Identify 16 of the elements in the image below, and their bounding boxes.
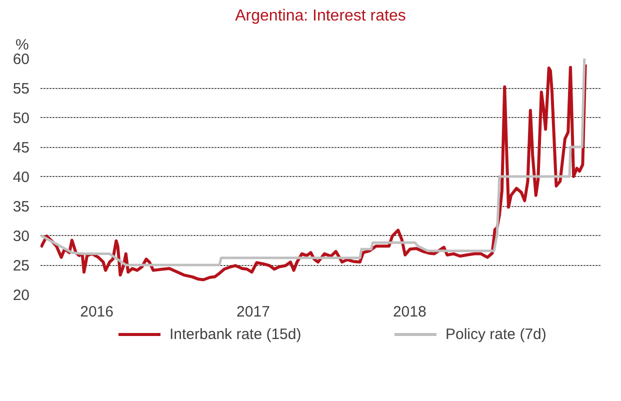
y-tick-label: 50 (12, 110, 30, 127)
x-tick-label: 2016 (80, 304, 114, 320)
y-tick-label: 35 (12, 198, 30, 216)
x-tick-label: 2017 (236, 304, 270, 320)
y-tick-label: 55 (12, 80, 30, 98)
y-tick-label: 40 (12, 169, 30, 186)
chart-title: Argentina: Interest rates (235, 8, 406, 24)
y-tick-label: 20 (12, 287, 30, 304)
y-tick-label: 25 (12, 258, 30, 274)
legend-label: Interbank rate (15d) (170, 326, 302, 343)
x-tick-label: 2018 (392, 304, 426, 320)
y-tick-label: 60 (12, 51, 30, 68)
y-tick-label: 45 (12, 140, 30, 156)
y-axis-title: % (16, 36, 29, 54)
y-tick-label: 30 (12, 228, 30, 245)
legend-label: Policy rate (7d) (446, 326, 546, 343)
